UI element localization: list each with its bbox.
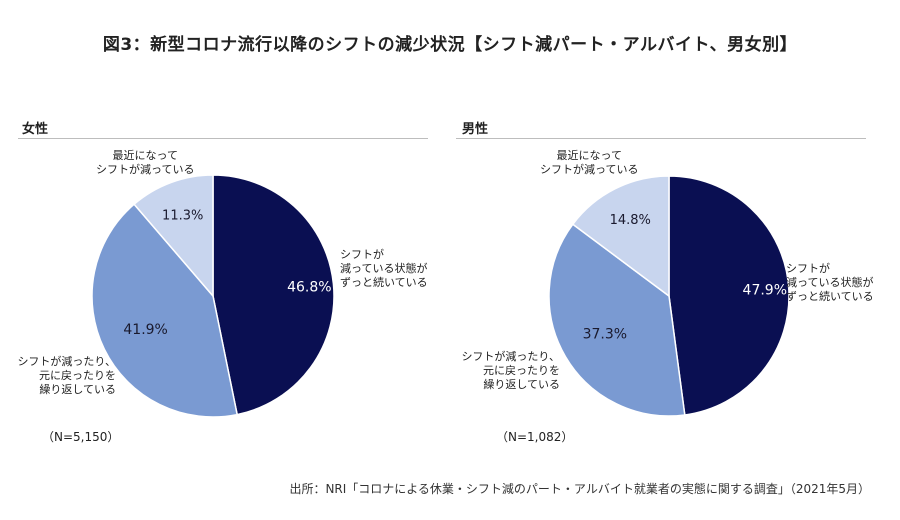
pie-value-label-repeating-female: 41.9%: [123, 322, 167, 338]
pie-value-label-continuing-male: 47.9%: [743, 283, 787, 299]
pie-value-label-repeating-male: 37.3%: [583, 327, 627, 343]
slice-label-recent-male: 最近になって シフトが減っている: [540, 149, 639, 176]
pie-chart-female: 46.8% 41.9% 11.3%: [91, 174, 335, 418]
sample-size-male: （N=1,082）: [496, 430, 574, 444]
pie-slice-continuing-male: [668, 175, 790, 416]
sample-size-female: （N=5,150）: [42, 430, 120, 444]
source-note: 出所：NRI「コロナによる休業・シフト減のパート・アルバイト就業者の実態に関する…: [289, 482, 870, 496]
pie-value-label-recent-female: 11.3%: [162, 208, 203, 223]
panel-divider-male: [456, 138, 866, 139]
pie-slice-repeating-female: [91, 203, 239, 418]
pie-slice-recent-male: [571, 175, 670, 298]
slice-label-repeating-male: シフトが減ったり、 元に戻ったりを 繰り返している: [461, 350, 560, 391]
chart-title: 図3：新型コロナ流行以降のシフトの減少状況【シフト減パート・アルバイト、男女別】: [102, 35, 798, 55]
pie-chart-male: 47.9% 37.3% 14.8%: [548, 175, 790, 417]
panel-title-male: 男性: [462, 122, 489, 137]
pie-value-label-continuing-female: 46.8%: [287, 279, 331, 295]
slice-label-continuing-female: シフトが 減っている状態が ずっと続いている: [340, 248, 428, 289]
pie-slice-continuing-female: [212, 174, 335, 416]
slice-label-repeating-female: シフトが減ったり、 元に戻ったりを 繰り返している: [17, 355, 116, 396]
panel-title-female: 女性: [22, 122, 49, 137]
slice-label-recent-female: 最近になって シフトが減っている: [96, 149, 195, 176]
slice-label-continuing-male: シフトが 減っている状態が ずっと続いている: [786, 262, 874, 303]
pie-slice-repeating-male: [548, 223, 686, 417]
pie-value-label-recent-male: 14.8%: [610, 213, 651, 228]
pie-slice-recent-female: [133, 174, 214, 299]
panel-divider-female: [18, 138, 428, 139]
